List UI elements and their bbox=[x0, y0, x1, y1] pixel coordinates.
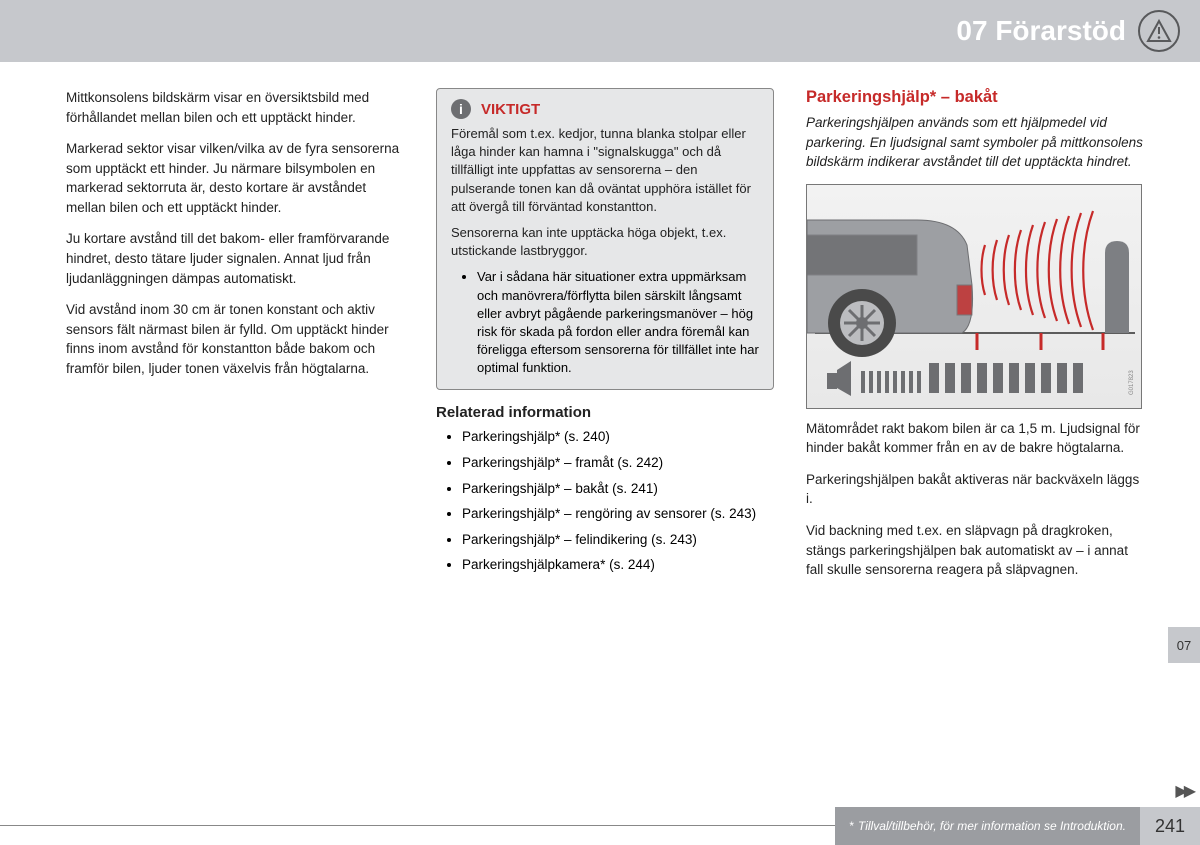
column-3: Parkeringshjälp* – bakåt Parkeringshjälp… bbox=[806, 88, 1144, 592]
body-text: Vid avstånd inom 30 cm är tonen konstant… bbox=[66, 300, 404, 378]
chapter-title: 07 Förarstöd bbox=[956, 15, 1126, 47]
callout-list-item: Var i sådana här situationer extra uppmä… bbox=[477, 268, 759, 377]
body-text: Markerad sektor visar vilken/vilka av de… bbox=[66, 139, 404, 217]
footer-rule bbox=[0, 825, 835, 826]
related-heading: Relaterad information bbox=[436, 404, 774, 421]
page-footer: * Tillval/tillbehör, för mer information… bbox=[0, 807, 1200, 845]
callout-list: Var i sådana här situationer extra uppmä… bbox=[451, 268, 759, 377]
callout-header: i VIKTIGT bbox=[451, 99, 759, 119]
important-callout: i VIKTIGT Föremål som t.ex. kedjor, tunn… bbox=[436, 88, 774, 390]
image-ref: G017823 bbox=[1129, 369, 1135, 394]
related-link[interactable]: Parkeringshjälp* (s. 240) bbox=[462, 427, 774, 447]
callout-title: VIKTIGT bbox=[481, 101, 540, 118]
section-intro: Parkeringshjälpen används som ett hjälpm… bbox=[806, 113, 1144, 172]
page-header: 07 Förarstöd bbox=[0, 0, 1200, 62]
body-text: Mätområdet rakt bakom bilen är ca 1,5 m.… bbox=[806, 419, 1144, 458]
body-text: Parkeringshjälpen bakåt aktiveras när ba… bbox=[806, 470, 1144, 509]
body-text: Mittkonsolens bildskärm visar en översik… bbox=[66, 88, 404, 127]
chapter-tab: 07 bbox=[1168, 627, 1200, 663]
section-heading: Parkeringshjälp* – bakåt bbox=[806, 88, 1144, 107]
asterisk-icon: * bbox=[849, 819, 854, 833]
related-link[interactable]: Parkeringshjälp* – framåt (s. 242) bbox=[462, 453, 774, 473]
warning-triangle-icon bbox=[1138, 10, 1180, 52]
related-list: Parkeringshjälp* (s. 240) Parkeringshjäl… bbox=[436, 427, 774, 574]
related-link[interactable]: Parkeringshjälp* – felindikering (s. 243… bbox=[462, 530, 774, 550]
footer-note: * Tillval/tillbehör, för mer information… bbox=[835, 807, 1140, 845]
continue-arrow-icon: ▶▶ bbox=[1175, 781, 1192, 801]
related-link[interactable]: Parkeringshjälp* – rengöring av sensorer… bbox=[462, 504, 774, 524]
column-2: i VIKTIGT Föremål som t.ex. kedjor, tunn… bbox=[436, 88, 774, 592]
body-text: Ju kortare avstånd till det bakom- eller… bbox=[66, 229, 404, 288]
footer-note-text: Tillval/tillbehör, för mer information s… bbox=[858, 819, 1126, 833]
info-icon: i bbox=[451, 99, 471, 119]
callout-text: Sensorerna kan inte upptäcka höga objekt… bbox=[451, 224, 759, 260]
related-link[interactable]: Parkeringshjälp* – bakåt (s. 241) bbox=[462, 479, 774, 499]
column-1: Mittkonsolens bildskärm visar en översik… bbox=[66, 88, 404, 592]
content-area: Mittkonsolens bildskärm visar en översik… bbox=[66, 88, 1168, 592]
callout-text: Föremål som t.ex. kedjor, tunna blanka s… bbox=[451, 125, 759, 216]
related-link[interactable]: Parkeringshjälpkamera* (s. 244) bbox=[462, 555, 774, 575]
body-text: Vid backning med t.ex. en släpvagn på dr… bbox=[806, 521, 1144, 580]
page-number: 241 bbox=[1140, 807, 1200, 845]
parking-sensor-illustration: G017823 bbox=[806, 184, 1142, 409]
